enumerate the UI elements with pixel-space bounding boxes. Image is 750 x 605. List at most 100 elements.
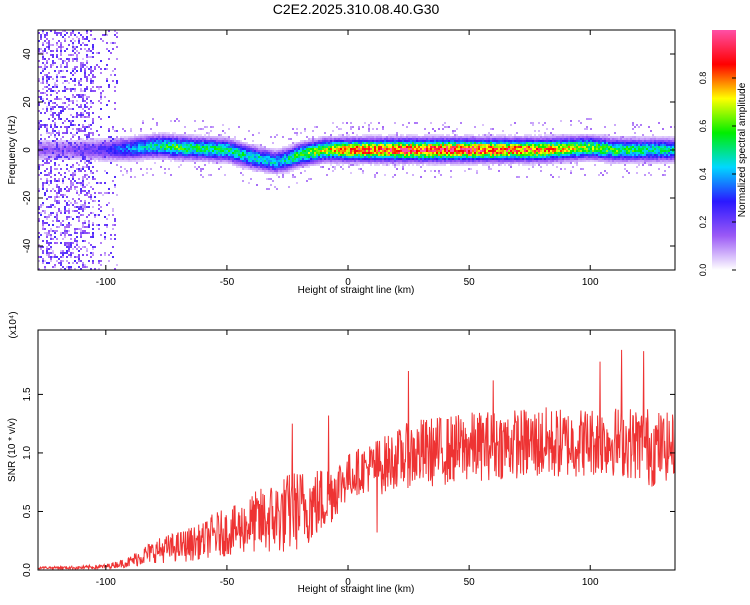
spectrogram-cell: [46, 168, 48, 170]
spectrogram-cell: [86, 148, 88, 150]
spectrogram-cell: [536, 162, 538, 164]
spectrogram-cell: [88, 162, 90, 164]
spectrogram-cell: [256, 164, 258, 166]
spectrogram-cell: [502, 138, 504, 140]
spectrogram-cell: [460, 142, 462, 144]
spectrogram-cell: [404, 150, 406, 152]
spectrogram-cell: [50, 76, 52, 78]
spectrogram-cell: [58, 178, 60, 180]
spectrogram-cell: [82, 138, 84, 140]
spectrogram-cell: [78, 128, 80, 130]
spectrogram-cell: [370, 144, 372, 146]
spectrogram-cell: [512, 148, 514, 150]
spectrogram-cell: [488, 150, 490, 152]
spectrogram-cell: [418, 138, 420, 140]
spectrogram-cell: [504, 156, 506, 158]
spectrogram-cell: [148, 148, 150, 150]
spectrogram-cell: [50, 248, 52, 250]
spectrogram-cell: [404, 138, 406, 140]
spectrogram-cell: [76, 262, 78, 264]
spectrogram-cell: [350, 154, 352, 156]
spectrogram-cell: [160, 154, 162, 156]
spectrogram-cell: [54, 256, 56, 258]
spectrogram-cell: [360, 160, 362, 162]
spectrogram-cell: [442, 154, 444, 156]
spectrogram-cell: [386, 150, 388, 152]
spectrogram-cell: [170, 150, 172, 152]
spectrogram-cell: [56, 44, 58, 46]
spectrogram-cell: [332, 160, 334, 162]
spectrogram-cell: [478, 154, 480, 156]
spectrogram-cell: [144, 142, 146, 144]
spectrogram-cell: [370, 136, 372, 138]
spectrogram-cell: [492, 138, 494, 140]
spectrogram-cell: [92, 248, 94, 250]
spectrogram-cell: [258, 162, 260, 164]
spectrogram-cell: [246, 164, 248, 166]
spectrogram-cell: [134, 160, 136, 162]
spectrogram-cell: [90, 78, 92, 80]
spectrogram-cell: [348, 134, 350, 136]
spectrogram-cell: [74, 78, 76, 80]
spectrogram-cell: [138, 134, 140, 136]
spectrogram-cell: [46, 218, 48, 220]
spectrogram-cell: [198, 156, 200, 158]
spectrogram-cell: [530, 140, 532, 142]
spectrogram-cell: [488, 142, 490, 144]
spectrogram-cell: [292, 168, 294, 170]
spectrogram-cell: [142, 120, 144, 122]
spectrogram-cell: [40, 148, 42, 150]
spectrogram-cell: [38, 188, 40, 190]
spectrogram-cell: [474, 126, 476, 128]
spectrogram-cell: [200, 168, 202, 170]
spectrogram-cell: [290, 150, 292, 152]
spectrogram-cell: [38, 158, 40, 160]
spectrogram-cell: [294, 158, 296, 160]
spectrogram-cell: [524, 134, 526, 136]
spectrogram-cell: [366, 134, 368, 136]
spectrogram-cell: [50, 234, 52, 236]
spectrogram-cell: [276, 170, 278, 172]
spectrogram-cell: [130, 170, 132, 172]
spectrogram-cell: [70, 158, 72, 160]
spectrogram-cell: [162, 148, 164, 150]
spectrogram-cell: [246, 144, 248, 146]
spectrogram-cell: [414, 122, 416, 124]
spectrogram-cell: [458, 164, 460, 166]
spectrogram-cell: [422, 138, 424, 140]
spectrogram-cell: [348, 162, 350, 164]
spectrogram-cell: [96, 170, 98, 172]
spectrogram-cell: [82, 190, 84, 192]
spectrogram-cell: [64, 40, 66, 42]
spectrogram-cell: [356, 154, 358, 156]
spectrogram-cell: [506, 140, 508, 142]
spectrogram-cell: [198, 152, 200, 154]
spectrogram-cell: [360, 136, 362, 138]
spectrogram-cell: [38, 206, 40, 208]
spectrogram-cell: [196, 134, 198, 136]
spectrogram-cell: [146, 146, 148, 148]
spectrogram-cell: [62, 154, 64, 156]
spectrogram-cell: [62, 238, 64, 240]
spectrogram-cell: [424, 140, 426, 142]
spectrogram-cell: [434, 136, 436, 138]
spectrogram-cell: [98, 138, 100, 140]
spectrogram-cell: [42, 58, 44, 60]
spectrogram-cell: [50, 30, 52, 32]
spectrogram-cell: [414, 150, 416, 152]
spectrogram-cell: [58, 196, 60, 198]
spectrogram-cell: [48, 144, 50, 146]
spectrogram-cell: [60, 126, 62, 128]
spectrogram-cell: [240, 158, 242, 160]
spectrogram-cell: [484, 154, 486, 156]
spectrogram-cell: [312, 162, 314, 164]
spectrogram-cell: [320, 138, 322, 140]
spectrogram-cell: [416, 158, 418, 160]
spectrogram-cell: [520, 154, 522, 156]
spectrogram-cell: [44, 232, 46, 234]
spectrogram-cell: [60, 34, 62, 36]
spectrogram-cell: [478, 146, 480, 148]
spectrogram-cell: [58, 226, 60, 228]
spectrogram-cell: [518, 136, 520, 138]
spectrogram-cell: [66, 226, 68, 228]
